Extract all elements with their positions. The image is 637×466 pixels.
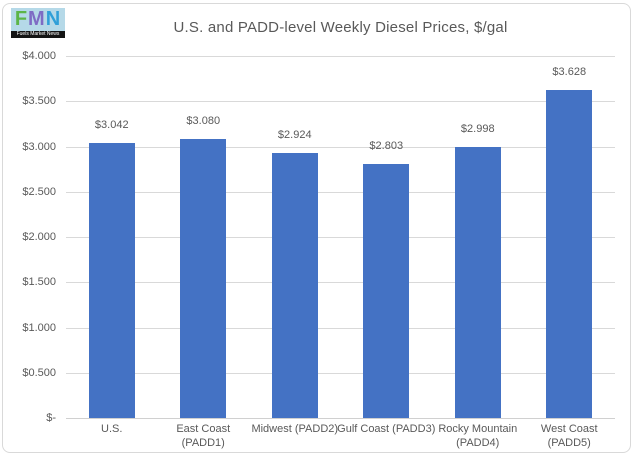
logo-letter-n: N <box>45 8 62 30</box>
logo-letter-m: M <box>28 8 46 30</box>
x-axis-category-label: U.S. <box>101 423 123 435</box>
logo-letter-f: F <box>14 8 29 30</box>
gridline <box>66 146 615 148</box>
bar-value-label: $2.803 <box>369 140 404 153</box>
fmn-logo-caption: Fuels Market News <box>11 31 65 38</box>
bar-value-label: $2.998 <box>460 122 495 135</box>
x-axis-category-label: West Coast (PADD5) <box>540 423 598 449</box>
x-axis-line <box>66 418 615 419</box>
y-axis-tick-label: $- <box>46 412 56 424</box>
x-axis-category-label: Rocky Mountain (PADD4) <box>438 423 518 449</box>
chart-frame: F M N Fuels Market News U.S. and PADD-le… <box>2 3 631 453</box>
fmn-logo: F M N Fuels Market News <box>11 8 65 38</box>
x-axis-category-label: Gulf Coast (PADD3) <box>337 423 436 435</box>
y-axis-tick-label: $1.000 <box>22 321 56 334</box>
gridline <box>66 191 615 193</box>
gridline <box>66 372 615 374</box>
y-axis-tick-label: $1.500 <box>22 276 56 289</box>
gridline <box>66 56 615 57</box>
bar <box>271 153 318 418</box>
bar <box>454 146 501 418</box>
bar <box>363 164 410 418</box>
gridline <box>66 327 615 329</box>
x-axis-category-label: East Coast (PADD1) <box>176 423 231 449</box>
gridline <box>66 237 615 238</box>
gridline <box>66 101 615 103</box>
gridline <box>66 282 615 284</box>
fmn-logo-letters: F M N <box>11 8 65 31</box>
y-axis-tick-label: $2.500 <box>22 185 56 198</box>
x-axis-category-label: Midwest (PADD2) <box>251 423 339 435</box>
y-axis-tick-label: $3.000 <box>22 140 56 153</box>
bar-value-label: $3.042 <box>94 118 129 131</box>
y-axis-tick-label: $2.000 <box>22 231 56 243</box>
bar <box>546 89 593 418</box>
bar <box>180 139 227 418</box>
chart-title: U.S. and PADD-level Weekly Diesel Prices… <box>173 19 508 36</box>
bar-value-label: $2.924 <box>277 129 312 142</box>
bar-value-label: $3.628 <box>552 65 587 78</box>
y-axis-tick-label: $0.500 <box>22 366 56 379</box>
y-axis-tick-label: $4.000 <box>22 50 56 62</box>
bar-value-label: $3.080 <box>186 115 221 128</box>
bar <box>88 142 135 418</box>
y-axis-tick-label: $3.500 <box>22 95 56 108</box>
